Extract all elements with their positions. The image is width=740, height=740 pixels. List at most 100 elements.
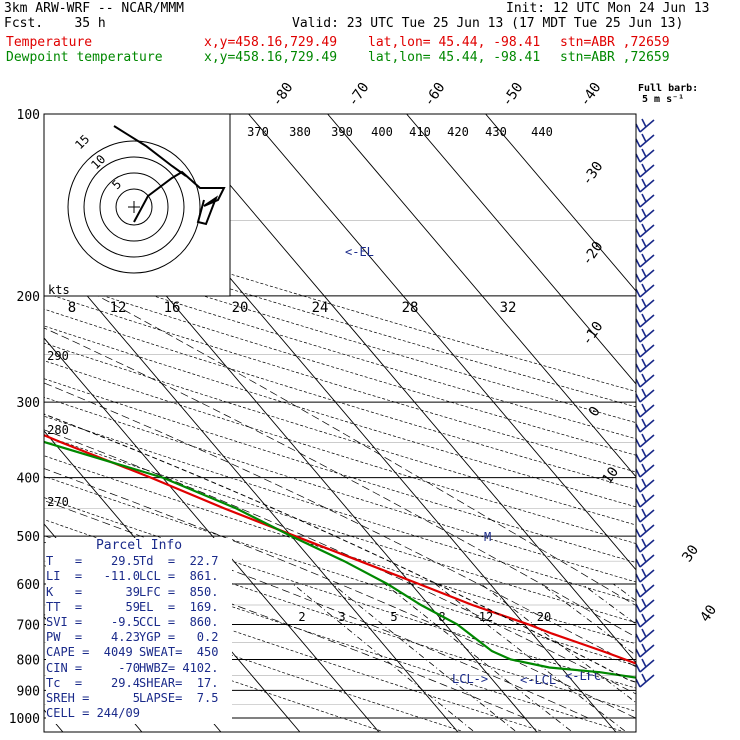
dry-adiabat bbox=[44, 276, 636, 456]
wind-barb bbox=[635, 268, 655, 283]
mixing-ratio-label: 16 bbox=[164, 300, 181, 316]
theta-label: 370 bbox=[247, 125, 269, 139]
barb-staff bbox=[639, 539, 655, 553]
forecast-hour: Fcst. 35 h bbox=[4, 16, 106, 31]
wind-barb bbox=[635, 118, 655, 133]
wind-barb bbox=[635, 298, 655, 313]
pressure-label-100: 100 bbox=[17, 108, 40, 123]
wind-barb bbox=[635, 223, 655, 238]
model-name: 3km ARW-WRF -- NCAR/MMM bbox=[4, 1, 185, 16]
mixing-ratio-label: 24 bbox=[312, 300, 329, 316]
dewpoint-legend-station: stn=ABR ,72659 bbox=[560, 50, 670, 65]
barb-staff bbox=[639, 584, 655, 598]
barb-flag bbox=[641, 508, 647, 518]
wind-barb bbox=[635, 463, 655, 478]
wind-barb bbox=[635, 538, 655, 553]
barb-flag bbox=[641, 433, 647, 443]
annotation-label: <-EL bbox=[345, 245, 374, 259]
wind-barb bbox=[635, 598, 655, 613]
pressure-label-800: 800 bbox=[17, 653, 40, 668]
isotherm-label: -20 bbox=[579, 239, 607, 269]
wind-barb bbox=[635, 358, 655, 373]
parcel-info-title: Parcel Info bbox=[95, 538, 183, 553]
wind-barb bbox=[635, 643, 655, 658]
barb-flag bbox=[641, 658, 647, 668]
init-time: Init: 12 UTC Mon 24 Jun 13 bbox=[506, 1, 710, 16]
barb-staff bbox=[639, 599, 655, 613]
parcel-info-left: T = 29.5 bbox=[46, 554, 140, 569]
barb-flag bbox=[641, 463, 647, 473]
hodograph-ring bbox=[115, 188, 153, 226]
barb-staff bbox=[639, 284, 655, 298]
isotherm-label: -80 bbox=[269, 80, 297, 110]
wind-barb bbox=[635, 508, 655, 523]
isotherm-label: -50 bbox=[499, 80, 527, 110]
dewpoint-legend-xy: x,y=458.16,729.49 bbox=[204, 50, 338, 65]
barb-flag bbox=[635, 123, 641, 133]
mixing-ratio-label: 32 bbox=[500, 300, 517, 316]
theta-label: 410 bbox=[409, 125, 431, 139]
barb-flag bbox=[635, 213, 641, 223]
wind-barb bbox=[635, 658, 655, 673]
wind-barb bbox=[635, 388, 655, 403]
barb-flag bbox=[635, 618, 641, 628]
annotation-label: LCL-> bbox=[452, 672, 488, 686]
valid-time: Valid: 23 UTC Tue 25 Jun 13 (17 MDT Tue … bbox=[292, 16, 684, 31]
barb-staff bbox=[639, 554, 655, 568]
barb-staff bbox=[639, 629, 655, 643]
barb-flag bbox=[641, 493, 647, 503]
parcel-info-right: LCL = 861. bbox=[139, 569, 219, 584]
hodograph-panel bbox=[43, 113, 231, 297]
barb-flag bbox=[641, 538, 647, 548]
annotation-label: <-LCL bbox=[520, 673, 556, 687]
temperature-legend-xy: x,y=458.16,729.49 bbox=[204, 35, 338, 50]
barb-flag bbox=[641, 373, 647, 383]
parcel-info-right: LFC = 850. bbox=[139, 584, 219, 599]
barb-flag bbox=[641, 238, 647, 248]
wind-barbs bbox=[635, 118, 655, 688]
wind-barb bbox=[635, 403, 655, 418]
pressure-label-900: 900 bbox=[17, 684, 40, 699]
barb-flag bbox=[635, 168, 641, 178]
barb-flag bbox=[641, 133, 647, 143]
barb-flag bbox=[641, 178, 647, 188]
barb-flag bbox=[635, 198, 641, 208]
parcel-info-row: PW = 4.23 YGP = 0.2 bbox=[46, 630, 232, 645]
wind-barb bbox=[635, 568, 655, 583]
barb-flag bbox=[635, 603, 641, 613]
barb-flag bbox=[635, 678, 641, 688]
barb-staff bbox=[639, 329, 655, 343]
mixing-ratio-line bbox=[435, 583, 625, 732]
barb-flag bbox=[635, 138, 641, 148]
theta-label-lower: 270 bbox=[47, 495, 69, 509]
wind-barb bbox=[635, 193, 655, 208]
parcel-info-row: SVI = -9.5 CCL = 860. bbox=[46, 615, 232, 630]
wind-barb bbox=[635, 553, 655, 568]
temperature-legend-station: stn=ABR ,72659 bbox=[560, 35, 670, 50]
isotherm-label: 0 bbox=[586, 404, 604, 420]
dry-adiabat bbox=[44, 415, 636, 603]
barb-flag bbox=[641, 208, 647, 218]
mixing-ratio-label: 20 bbox=[232, 300, 249, 316]
parcel-info-row: SREH = 5 LAPSE= 7.5 bbox=[46, 691, 232, 706]
barb-staff bbox=[639, 209, 655, 223]
barb-flag bbox=[635, 378, 641, 388]
barb-flag bbox=[635, 393, 641, 403]
plot-frame bbox=[43, 113, 637, 733]
barb-flag bbox=[641, 268, 647, 278]
barb-flag bbox=[641, 343, 647, 353]
isotherm bbox=[169, 114, 636, 664]
barb-staff bbox=[639, 164, 655, 178]
isotherm-label: -40 bbox=[577, 80, 605, 110]
barb-flag bbox=[641, 523, 647, 533]
mixing-ratio-label: 12 bbox=[110, 300, 127, 316]
hodograph-ring bbox=[67, 140, 201, 274]
dry-adiabat bbox=[44, 497, 636, 689]
theta-label: 430 bbox=[485, 125, 507, 139]
isotherm-label: 40 bbox=[697, 602, 720, 625]
barb-staff bbox=[639, 149, 655, 163]
barb-staff bbox=[639, 614, 655, 628]
barb-flag bbox=[635, 453, 641, 463]
hodograph-ring bbox=[83, 156, 185, 258]
